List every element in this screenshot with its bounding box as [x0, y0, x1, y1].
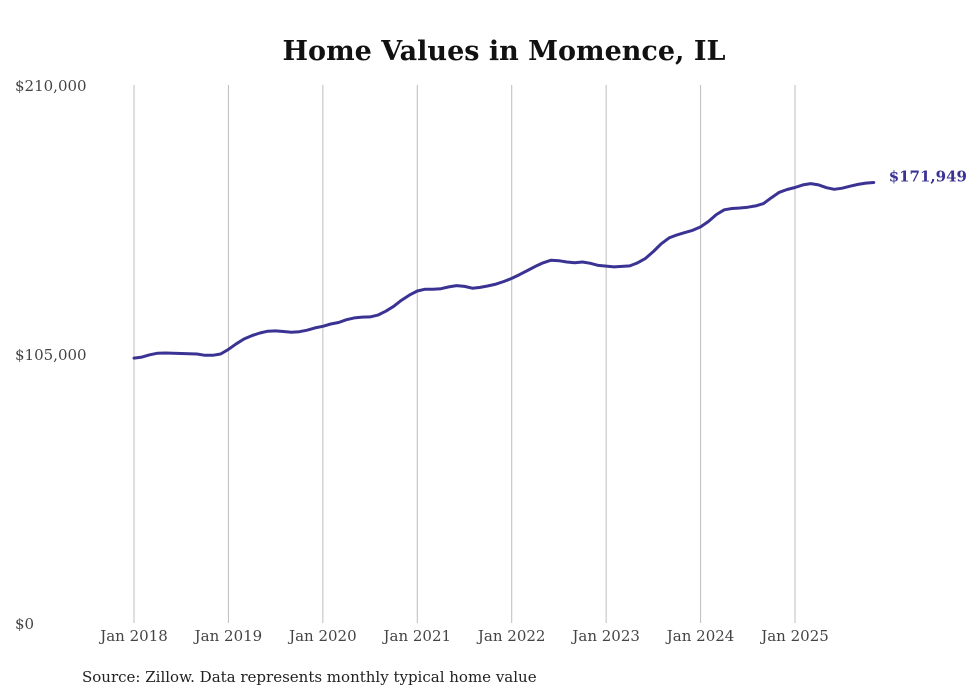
series-layer: $171,949 — [132, 167, 967, 360]
y-tick-label: $105,000 — [15, 346, 87, 364]
y-tick-label: $0 — [15, 615, 34, 633]
end-value-label: $171,949 — [889, 167, 967, 185]
x-tick-label: Jan 2022 — [476, 627, 546, 645]
x-tick-label: Jan 2025 — [759, 627, 829, 645]
source-note: Source: Zillow. Data represents monthly … — [82, 668, 537, 686]
gridlines — [133, 85, 796, 623]
x-tick-label: Jan 2018 — [98, 627, 168, 645]
x-tick-label: Jan 2023 — [570, 627, 640, 645]
y-tick-label: $210,000 — [15, 77, 87, 95]
x-tick-label: Jan 2024 — [665, 627, 735, 645]
series-line — [132, 181, 876, 360]
x-tick-label: Jan 2021 — [382, 627, 452, 645]
y-axis-ticks: $0 $105,000 $210,000 — [15, 77, 87, 633]
chart-title: Home Values in Momence, IL — [283, 36, 726, 67]
x-tick-label: Jan 2020 — [287, 627, 357, 645]
x-tick-label: Jan 2019 — [193, 627, 263, 645]
x-axis-ticks: Jan 2018 Jan 2019 Jan 2020 Jan 2021 Jan 2022… — [98, 627, 829, 645]
